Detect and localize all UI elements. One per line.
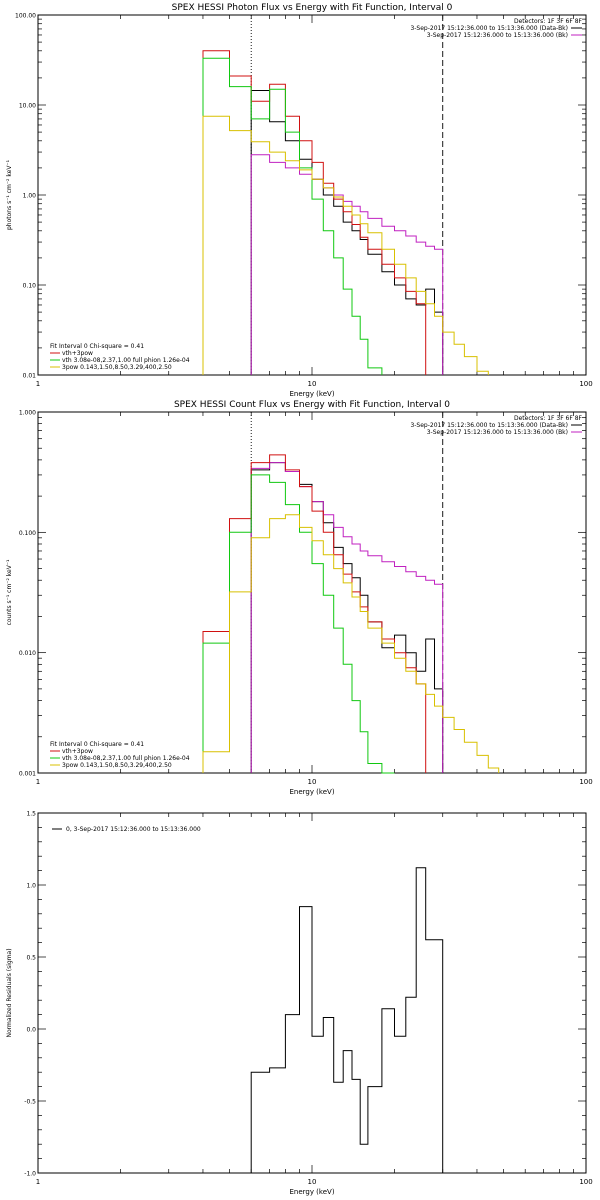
- series-histogram-3pow: [202, 514, 500, 773]
- x-tick-label: 10: [308, 380, 317, 388]
- y-tick-label: 0.01: [23, 373, 37, 380]
- y-axis-label: Normalized Residuals (sigma): [6, 948, 13, 1037]
- y-tick-label: 10.00: [19, 103, 36, 110]
- series-histogram-data-0: [250, 867, 444, 1173]
- chart-title: SPEX HESSI Count Flux vs Energy with Fit…: [174, 400, 450, 410]
- series-histogram-vth: [202, 57, 383, 375]
- legend-entry: 3-Sep-2017 15:12:36.000 to 15:13:36.000 …: [427, 429, 568, 436]
- x-axis-label: Energy (keV): [289, 788, 334, 796]
- legend-entry: 3-Sep-2017 15:12:36.000 to 15:13:36.000 …: [410, 422, 568, 429]
- plot-frame: [37, 411, 587, 774]
- legend-entry: 3pow 0.143,1.50,8.50,3.29,400,2.50: [62, 364, 172, 371]
- y-tick-label: -0.5: [24, 1099, 36, 1106]
- legend-entry: Detectors: 1F 3F 6F 8F: [514, 18, 583, 25]
- y-tick-label: 1.000: [19, 410, 36, 417]
- legend-entry: Detectors: 1F 3F 6F 8F: [514, 415, 583, 422]
- chart-panel-3: 1 10 100 -1.0 -0.5 0.0 0.5 1.0 1.5 Energy (keV) No…: [6, 811, 593, 1197]
- chart-title: SPEX HESSI Photon Flux vs Energy with Fi…: [172, 3, 453, 13]
- x-axis-label: Energy (keV): [289, 390, 334, 398]
- chart-panel-2: SPEX HESSI Count Flux vs Energy with Fit…: [6, 400, 593, 796]
- y-tick-label: 0.10: [23, 283, 37, 290]
- legend-entry: 3pow 0.143,1.50,8.50,3.29,400,2.50: [62, 762, 172, 769]
- y-tick-label: 1.00: [23, 193, 37, 200]
- x-axis-label: Energy (keV): [289, 1188, 334, 1196]
- legend-entry: 0, 3-Sep-2017 15:12:36.000 to 15:13:36.0…: [66, 826, 201, 833]
- legend-entry: 3-Sep-2017 15:12:36.000 to 15:13:36.000 …: [427, 32, 568, 39]
- y-tick-label: 100.00: [15, 13, 36, 20]
- legend-entry: vth 3.08e-08,2.37,1.00 full phion 1.26e-…: [62, 755, 190, 762]
- series-histogram-data-1: [250, 462, 444, 773]
- y-tick-label: 1.5: [26, 811, 36, 818]
- series-histogram-vth-3pow: [202, 50, 427, 375]
- y-tick-label: 0.0: [26, 1027, 36, 1034]
- x-tick-label: 100: [579, 1178, 592, 1186]
- series-histogram-data-0: [250, 90, 444, 375]
- y-axis-label: counts s⁻¹ cm⁻² keV⁻¹: [6, 559, 13, 625]
- x-tick-label: 1: [36, 778, 40, 786]
- x-tick-label: 10: [308, 1178, 317, 1186]
- y-axis-label: photons s⁻¹ cm⁻² keV⁻¹: [6, 159, 13, 230]
- x-tick-label: 10: [308, 778, 317, 786]
- y-tick-label: 0.5: [26, 955, 36, 962]
- series-histogram-data-1: [250, 154, 444, 375]
- legend-entry: Fit Interval 0 Chi-square = 0.41: [50, 343, 144, 350]
- legend-entry: vth+3pow: [62, 350, 93, 357]
- y-tick-label: 0.010: [19, 650, 36, 657]
- y-tick-label: 1.0: [26, 883, 36, 890]
- chart-panel-1: SPEX HESSI Photon Flux vs Energy with Fi…: [6, 3, 593, 398]
- legend-entry: Fit Interval 0 Chi-square = 0.41: [50, 741, 144, 748]
- y-tick-label: 0.001: [19, 771, 36, 778]
- legend-entry: vth 3.08e-08,2.37,1.00 full phion 1.26e-…: [62, 357, 190, 364]
- legend-entry: vth+3pow: [62, 748, 93, 755]
- y-tick-label: 0.100: [19, 530, 36, 537]
- series-histogram-vth: [202, 474, 395, 774]
- y-tick-label: -1.0: [24, 1171, 36, 1178]
- series-histogram-3pow: [202, 115, 489, 375]
- x-tick-label: 1: [36, 380, 40, 388]
- series-histogram-vth-3pow: [202, 454, 427, 773]
- series-histogram-data-0: [250, 462, 444, 773]
- x-tick-label: 100: [579, 778, 592, 786]
- legend-entry: 3-Sep-2017 15:12:36.000 to 15:13:36.000 …: [410, 25, 568, 32]
- x-tick-label: 100: [579, 380, 592, 388]
- x-tick-label: 1: [36, 1178, 40, 1186]
